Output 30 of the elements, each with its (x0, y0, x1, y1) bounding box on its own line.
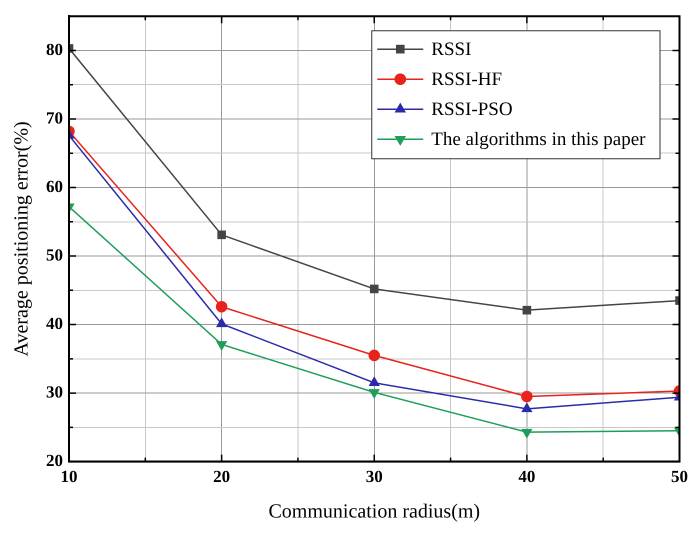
point (216, 300, 228, 312)
point (370, 284, 379, 294)
x-tick-label: 30 (366, 467, 383, 486)
point (368, 350, 380, 362)
y-tick-label: 30 (46, 382, 63, 402)
point (521, 390, 533, 402)
x-tick-label: 50 (671, 467, 688, 486)
point (369, 389, 380, 398)
x-tick-label: 10 (60, 467, 78, 486)
legend-label: RSSI-PSO (431, 99, 513, 120)
point (216, 341, 227, 350)
y-axis-title: Average positioning error(%) (10, 121, 32, 356)
y-tick-label: 20 (46, 450, 63, 470)
point (522, 403, 532, 412)
point (217, 230, 226, 240)
y-tick-label: 50 (46, 245, 63, 264)
point (522, 306, 532, 314)
x-axis-title: Communication radius(m) (268, 500, 480, 522)
x-tick-label: 40 (518, 467, 536, 486)
point (216, 318, 227, 328)
y-tick-label: 80 (46, 40, 63, 59)
y-tick-label: 60 (46, 176, 63, 196)
legend-label: The algorithms in this paper (431, 129, 646, 150)
y-tick-label: 70 (46, 108, 63, 128)
x-tick-label: 20 (213, 467, 230, 486)
point (369, 377, 380, 386)
legend-label: RSSI-HF (431, 69, 502, 90)
point (522, 428, 532, 438)
y-tick-label: 40 (46, 314, 63, 333)
legend-label: RSSI (431, 39, 472, 60)
